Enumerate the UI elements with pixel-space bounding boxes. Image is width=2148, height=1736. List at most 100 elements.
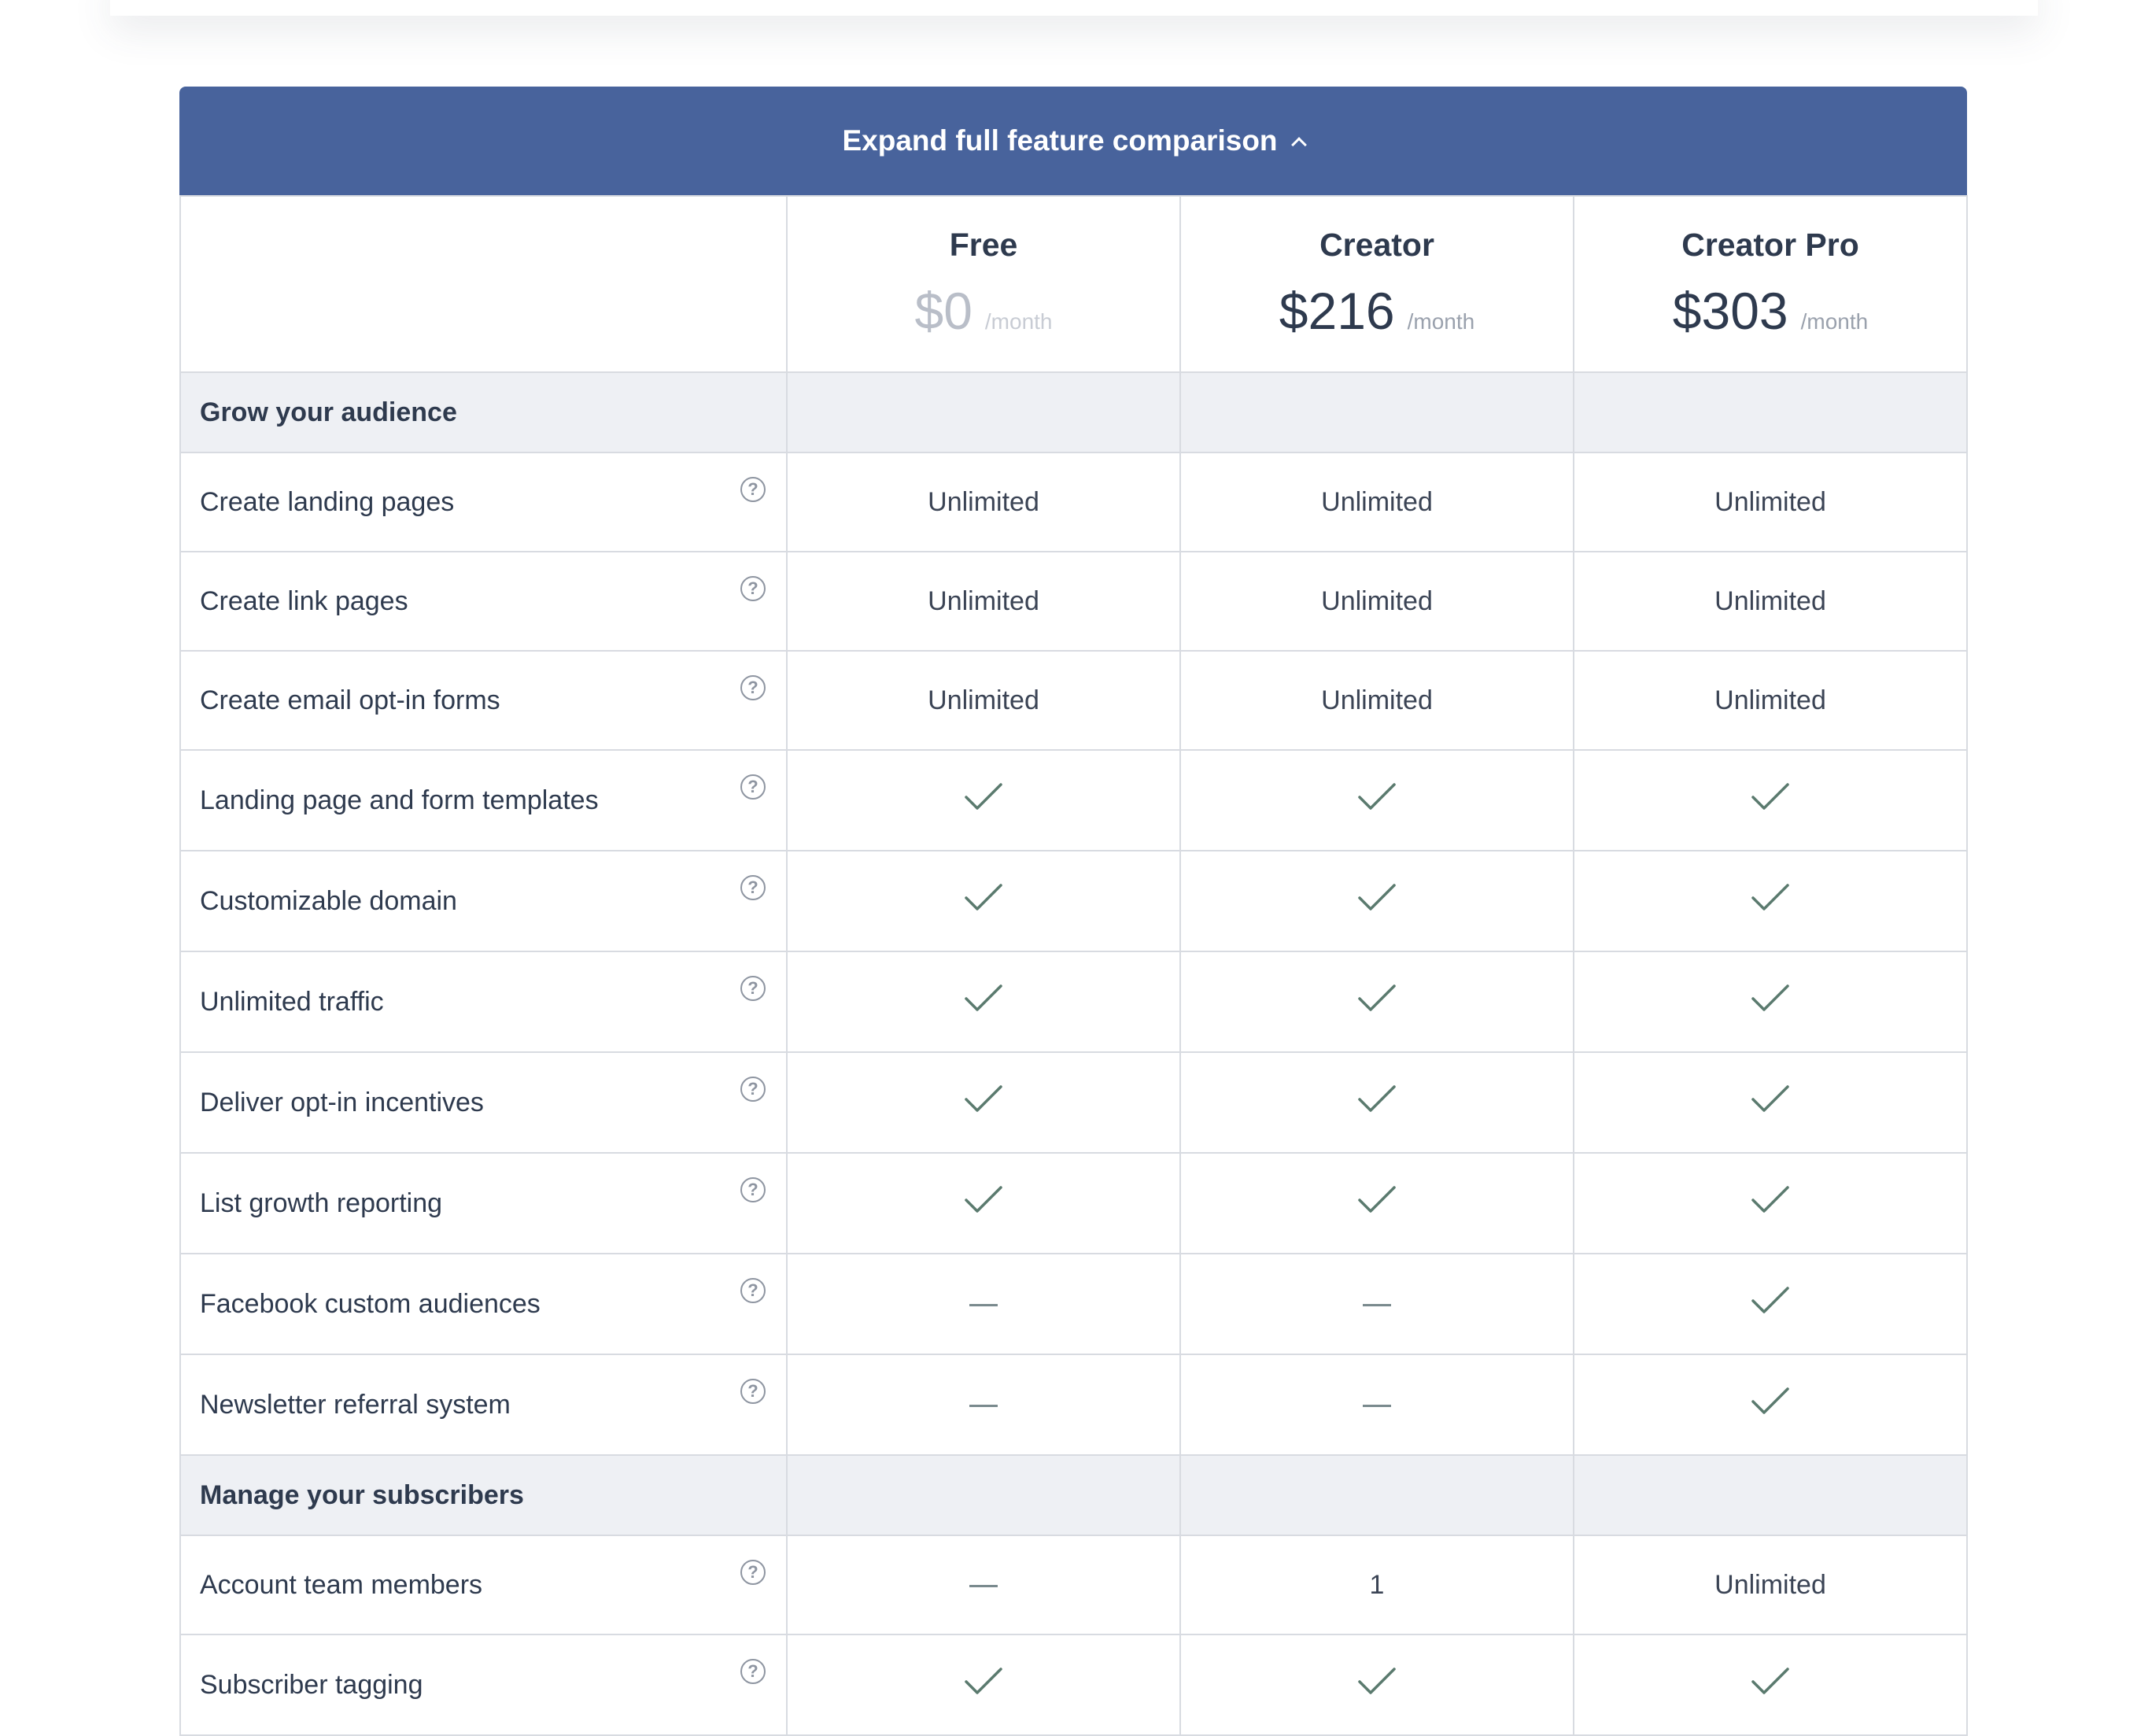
feature-cell: List growth reporting? [179,1152,788,1254]
plan-creator-pro: Creator Pro $303/month [1573,195,1968,373]
feature-comparison: Expand full feature comparison Free $0/m… [179,87,1968,1736]
plan-value-cell [1573,1152,1968,1254]
checkmark-icon [964,1666,1003,1697]
table-row: Newsletter referral system? [179,1354,1968,1456]
plan-value-cell [1573,850,1968,952]
table-row: Subscriber tagging? [179,1634,1968,1736]
checkmark-icon [964,1184,1003,1216]
comparison-table: Free $0/month Creator $216/month Creator… [179,195,1968,1736]
checkmark-icon [1357,1184,1397,1216]
header-shadow [110,0,2038,16]
plan-header-row: Free $0/month Creator $216/month Creator… [179,195,1968,373]
section-empty-cell [786,371,1181,453]
plan-value-cell: Unlimited [1179,650,1574,751]
plan-price: $0 [914,282,973,340]
plan-value-cell: Unlimited [1573,551,1968,652]
plan-value-cell [1573,1354,1968,1456]
feature-cell: Newsletter referral system? [179,1354,788,1456]
question-circle-icon[interactable]: ? [740,576,766,601]
feature-cell: Customizable domain? [179,850,788,952]
feature-label: List growth reporting [200,1187,443,1218]
plan-value-cell [786,850,1181,952]
section-empty-cell [1573,1454,1968,1536]
plan-value-cell [1573,1253,1968,1355]
plan-value-cell [1179,1354,1574,1456]
plan-value-text: Unlimited [1714,685,1826,715]
question-circle-icon[interactable]: ? [740,675,766,700]
feature-cell: Create email opt-in forms? [179,650,788,751]
table-row: Unlimited traffic? [179,951,1968,1053]
header-empty-cell [179,195,788,373]
feature-cell: Landing page and form templates? [179,749,788,851]
table-row: Facebook custom audiences? [179,1253,1968,1355]
question-circle-icon[interactable]: ? [740,1278,766,1303]
dash-icon [969,1304,998,1307]
plan-value-cell [786,749,1181,851]
plan-value-cell [786,951,1181,1053]
checkmark-icon [1357,983,1397,1014]
feature-label: Unlimited traffic [200,986,384,1017]
plan-name: Free [949,227,1018,263]
question-circle-icon[interactable]: ? [740,1659,766,1684]
checkmark-icon [964,983,1003,1014]
section-row: Manage your subscribers [179,1454,1968,1536]
question-circle-icon[interactable]: ? [740,1177,766,1202]
plan-value-cell [786,1253,1181,1355]
plan-value-text: Unlimited [928,585,1039,616]
checkmark-icon [1751,1184,1790,1216]
plan-value-cell: Unlimited [1573,650,1968,751]
chevron-up-icon [1290,137,1307,153]
plan-value-cell [1179,1634,1574,1736]
dash-icon [969,1585,998,1588]
question-circle-icon[interactable]: ? [740,1560,766,1585]
question-circle-icon[interactable]: ? [740,477,766,502]
question-circle-icon[interactable]: ? [740,976,766,1001]
plan-value-cell: Unlimited [1573,1535,1968,1635]
plan-value-text: Unlimited [1321,486,1433,517]
plan-name: Creator Pro [1681,227,1859,263]
section-empty-cell [786,1454,1181,1536]
table-row: Create email opt-in forms? Unlimited Unlim… [179,650,1968,751]
question-circle-icon[interactable]: ? [740,1379,766,1404]
feature-label: Landing page and form templates [200,785,599,815]
plan-value-cell [1179,749,1574,851]
plan-value-text: Unlimited [1714,486,1826,517]
plan-value-cell [1179,1051,1574,1154]
section-title-cell: Manage your subscribers [179,1454,788,1536]
question-circle-icon[interactable]: ? [740,875,766,900]
section-empty-cell [1179,371,1574,453]
checkmark-icon [1751,882,1790,914]
expand-comparison-label: Expand full feature comparison [842,124,1278,157]
checkmark-icon [1751,1386,1790,1417]
question-circle-icon[interactable]: ? [740,1077,766,1102]
question-circle-icon[interactable]: ? [740,774,766,800]
section-title: Grow your audience [200,397,457,427]
feature-label: Newsletter referral system [200,1389,511,1420]
section-title-cell: Grow your audience [179,371,788,453]
plan-value-cell [1573,1634,1968,1736]
plan-value-text: Unlimited [1714,1569,1826,1600]
plan-value-text: 1 [1369,1569,1385,1600]
plan-value-cell [1179,1152,1574,1254]
feature-cell: Facebook custom audiences? [179,1253,788,1355]
plan-value-cell: Unlimited [1179,551,1574,652]
checkmark-icon [1751,983,1790,1014]
plan-value-text: Unlimited [1714,585,1826,616]
plan-value-cell: Unlimited [786,551,1181,652]
plan-value-cell [1179,1253,1574,1355]
checkmark-icon [964,882,1003,914]
plan-value-cell [1573,1051,1968,1154]
feature-cell: Account team members? [179,1535,788,1635]
plan-creator: Creator $216/month [1179,195,1574,373]
table-row: Customizable domain? [179,850,1968,952]
checkmark-icon [1751,781,1790,813]
checkmark-icon [1357,781,1397,813]
plan-value-cell [1573,749,1968,851]
feature-label: Deliver opt-in incentives [200,1087,484,1117]
table-row: Deliver opt-in incentives? [179,1051,1968,1154]
feature-cell: Unlimited traffic? [179,951,788,1053]
expand-comparison-button[interactable]: Expand full feature comparison [179,87,1967,195]
feature-label: Subscriber tagging [200,1669,423,1700]
plan-value-text: Unlimited [1321,685,1433,715]
table-row: Account team members? 1 Unlimited [179,1535,1968,1635]
